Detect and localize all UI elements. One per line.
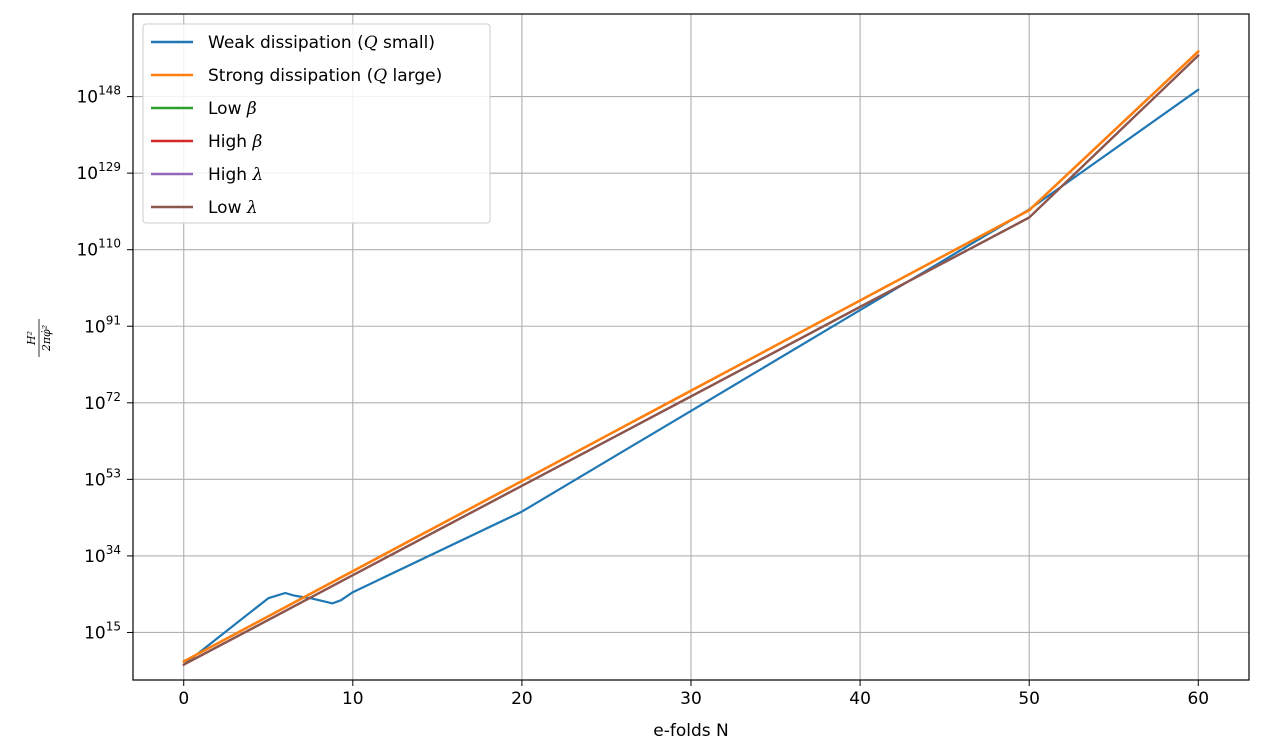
y-tick-label: 1072 [84, 390, 121, 414]
legend-box [142, 23, 491, 224]
legend-entry-label: High λ [208, 165, 263, 185]
x-tick-label: 20 [511, 689, 533, 709]
y-axis-label-numerator: H² [25, 331, 38, 346]
series-line [182, 54, 1200, 666]
x-tick-label: 60 [1187, 689, 1209, 709]
y-tick-label: 10148 [76, 84, 121, 108]
series-line [182, 50, 1200, 663]
y-grid [133, 96, 1249, 634]
x-tick-label: 10 [342, 689, 364, 709]
y-tick-label: 1053 [84, 466, 121, 490]
y-axis-label-denominator: 2πφ̇² [40, 325, 53, 352]
legend-entry-label: Strong dissipation (Q large) [208, 66, 442, 86]
x-tick-label: 50 [1018, 689, 1040, 709]
x-tick-label: 0 [178, 689, 189, 709]
legend-entry-label: High β [208, 132, 262, 152]
y-tick-label: 1015 [84, 619, 121, 643]
legend-entry-label: Weak dissipation (Q small) [208, 33, 435, 53]
x-tick-label: 30 [680, 689, 702, 709]
x-tick-label: 40 [849, 689, 871, 709]
legend: Weak dissipation (Q small) Strong dissipa… [142, 23, 491, 224]
x-axis-label: e-folds N [653, 721, 728, 741]
y-tick-label: 10129 [76, 160, 121, 184]
legend-entry-label: Low λ [208, 198, 258, 218]
y-tick-label: 1034 [84, 543, 121, 567]
x-axis-ticks: 0 10 20 30 40 50 60 [178, 680, 1209, 709]
y-tick-label: 1091 [84, 313, 121, 337]
legend-entry-label: Low β [208, 99, 257, 119]
y-tick-label: 10110 [76, 237, 121, 261]
y-axis-label: H² 2πφ̇² [25, 319, 53, 357]
y-axis-ticks: 1015 1034 1053 1072 1091 10110 10129 10148 [76, 84, 133, 643]
series-line [182, 88, 1200, 666]
series-layer [182, 50, 1200, 666]
